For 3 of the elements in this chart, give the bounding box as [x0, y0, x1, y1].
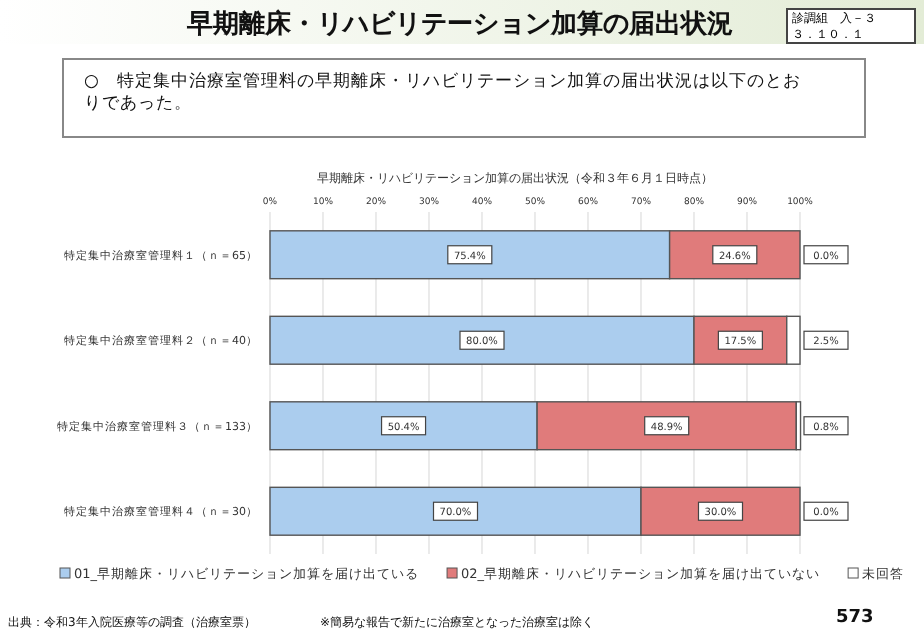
chart-title: 早期離床・リハビリテーション加算の届出状況: [185, 7, 735, 42]
text: 573: [836, 608, 874, 628]
text: ○ 特定集中治療室管理料の早期離床・リハビリテーション加算の届出状況は以下のとおりであった。: [62, 58, 866, 138]
